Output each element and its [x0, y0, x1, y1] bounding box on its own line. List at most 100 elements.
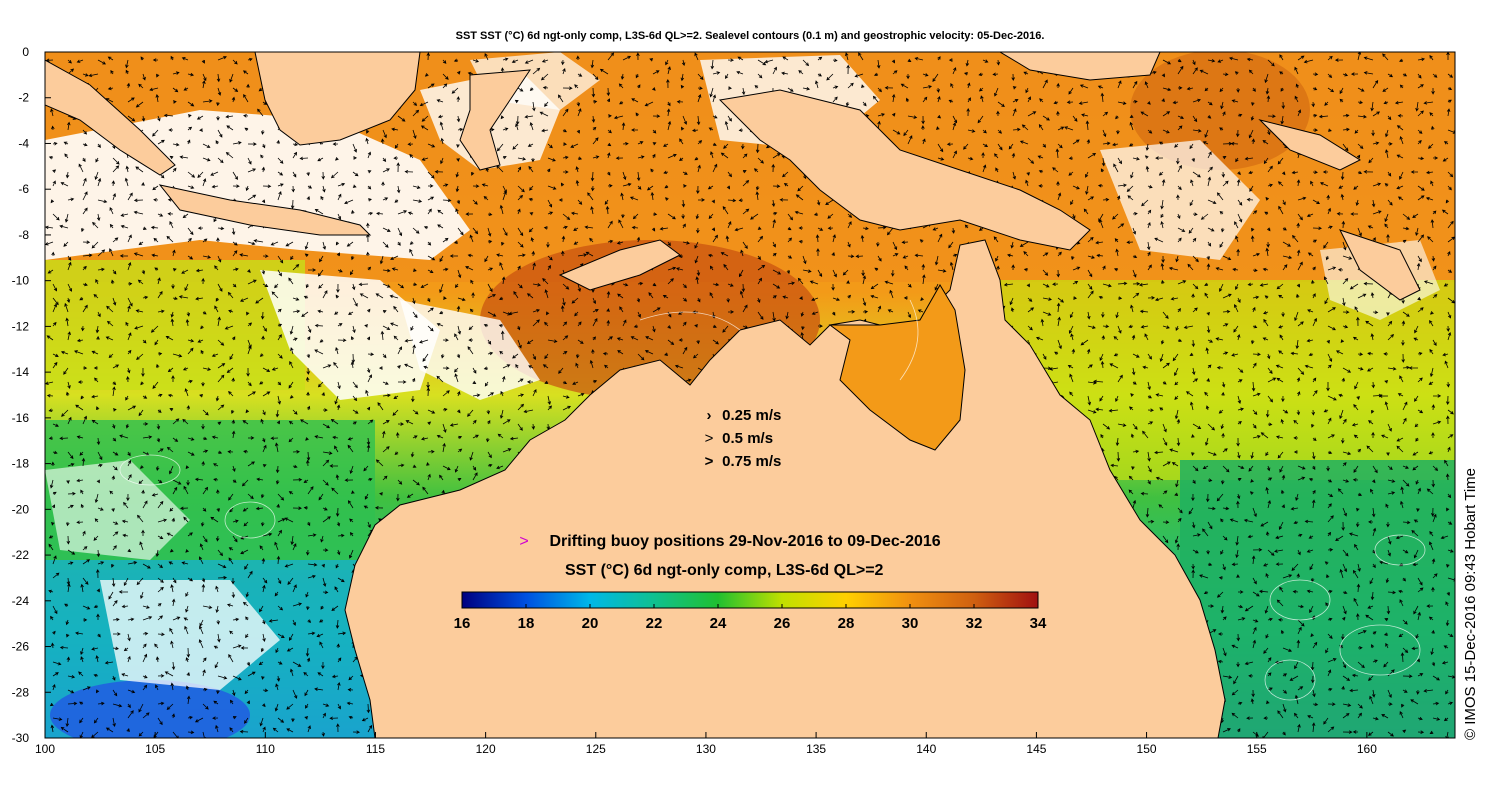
- velocity-arrow: [1312, 390, 1318, 397]
- velocity-arrow: [1168, 266, 1179, 271]
- velocity-arrow: [187, 255, 194, 260]
- velocity-arrow: [306, 605, 310, 611]
- velocity-arrow: [1265, 196, 1269, 201]
- velocity-arrow: [1252, 352, 1261, 357]
- velocity-arrow: [697, 164, 701, 173]
- velocity-arrow: [576, 129, 580, 134]
- velocity-arrow: [230, 409, 235, 415]
- velocity-arrow: [163, 113, 174, 118]
- velocity-arrow: [240, 549, 249, 555]
- velocity-arrow: [307, 521, 311, 527]
- velocity-arrow: [487, 293, 496, 299]
- velocity-arrow: [1052, 167, 1059, 173]
- velocity-arrow: [1357, 712, 1362, 719]
- velocity-arrow: [363, 465, 369, 472]
- velocity-arrow: [391, 127, 399, 132]
- velocity-arrow: [1172, 100, 1179, 105]
- velocity-arrow: [484, 52, 489, 61]
- velocity-arrow: [666, 108, 671, 117]
- velocity-arrow: [1252, 324, 1258, 329]
- velocity-arrow: [217, 255, 222, 263]
- velocity-arrow: [1251, 381, 1256, 392]
- velocity-arrow: [740, 249, 744, 257]
- velocity-arrow: [442, 83, 448, 89]
- velocity-arrow: [1310, 661, 1315, 671]
- velocity-arrow: [1177, 65, 1184, 75]
- velocity-arrow: [261, 199, 266, 204]
- velocity-arrow: [468, 338, 474, 342]
- velocity-arrow: [365, 129, 370, 134]
- velocity-arrow: [121, 604, 129, 609]
- velocity-arrow: [1147, 296, 1155, 300]
- velocity-arrow: [1087, 395, 1092, 406]
- velocity-arrow: [502, 127, 509, 131]
- velocity-arrow: [727, 283, 734, 287]
- velocity-arrow: [306, 549, 310, 556]
- velocity-arrow: [1342, 507, 1347, 517]
- velocity-arrow: [1191, 569, 1195, 579]
- velocity-arrow: [1306, 338, 1314, 343]
- velocity-arrow: [185, 465, 190, 470]
- velocity-arrow: [1399, 375, 1404, 383]
- velocity-arrow: [321, 563, 325, 568]
- velocity-arrow: [1083, 208, 1089, 215]
- velocity-arrow: [1117, 101, 1127, 105]
- velocity-arrow: [201, 583, 206, 593]
- velocity-arrow: [1357, 367, 1364, 371]
- velocity-arrow: [80, 503, 85, 509]
- velocity-arrow: [109, 490, 114, 495]
- velocity-arrow: [1102, 111, 1109, 117]
- velocity-arrow: [757, 311, 764, 320]
- velocity-arrow: [1147, 101, 1151, 105]
- velocity-arrow: [178, 295, 189, 299]
- velocity-arrow: [1401, 353, 1406, 363]
- velocity-arrow: [172, 486, 178, 495]
- velocity-arrow: [741, 87, 746, 96]
- velocity-arrow: [1387, 115, 1392, 121]
- velocity-arrow: [1354, 543, 1359, 551]
- velocity-arrow: [1352, 336, 1359, 341]
- velocity-arrow: [764, 59, 774, 64]
- velocity-arrow: [842, 269, 849, 276]
- velocity-arrow: [469, 451, 474, 461]
- velocity-arrow: [617, 293, 624, 299]
- velocity-arrow: [621, 122, 626, 131]
- velocity-arrow: [211, 184, 219, 189]
- velocity-arrow: [1415, 101, 1419, 112]
- velocity-arrow: [135, 309, 144, 313]
- velocity-arrow: [442, 59, 447, 64]
- velocity-arrow: [1174, 535, 1179, 544]
- velocity-arrow: [456, 157, 460, 162]
- velocity-arrow: [213, 477, 219, 482]
- velocity-arrow: [1078, 101, 1089, 105]
- velocity-arrow: [1267, 617, 1273, 622]
- velocity-arrow: [303, 506, 309, 510]
- velocity-arrow: [529, 87, 534, 91]
- velocity-arrow: [157, 535, 164, 540]
- velocity-arrow: [351, 490, 355, 495]
- velocity-arrow: [1215, 337, 1224, 341]
- velocity-arrow: [1307, 715, 1314, 719]
- velocity-arrow: [1342, 143, 1349, 152]
- velocity-arrow: [81, 325, 85, 332]
- velocity-arrow: [82, 191, 88, 201]
- velocity-arrow: [1311, 675, 1315, 684]
- velocity-arrow: [108, 591, 114, 600]
- velocity-arrow: [382, 430, 386, 439]
- velocity-arrow: [216, 489, 220, 495]
- velocity-arrow: [772, 184, 781, 188]
- velocity-arrow: [1340, 339, 1345, 344]
- velocity-arrow: [1176, 194, 1180, 201]
- velocity-arrow: [91, 394, 99, 399]
- velocity-arrow: [1072, 266, 1081, 271]
- velocity-arrow: [217, 563, 227, 569]
- colorbar-tick-label: 20: [582, 615, 599, 632]
- velocity-arrow: [127, 115, 136, 122]
- velocity-arrow: [934, 283, 939, 291]
- velocity-arrow: [107, 86, 114, 91]
- velocity-arrow: [1057, 251, 1062, 257]
- velocity-arrow: [67, 463, 75, 467]
- velocity-arrow: [126, 493, 130, 502]
- velocity-arrow: [199, 128, 204, 132]
- y-tick-label: -10: [12, 274, 30, 288]
